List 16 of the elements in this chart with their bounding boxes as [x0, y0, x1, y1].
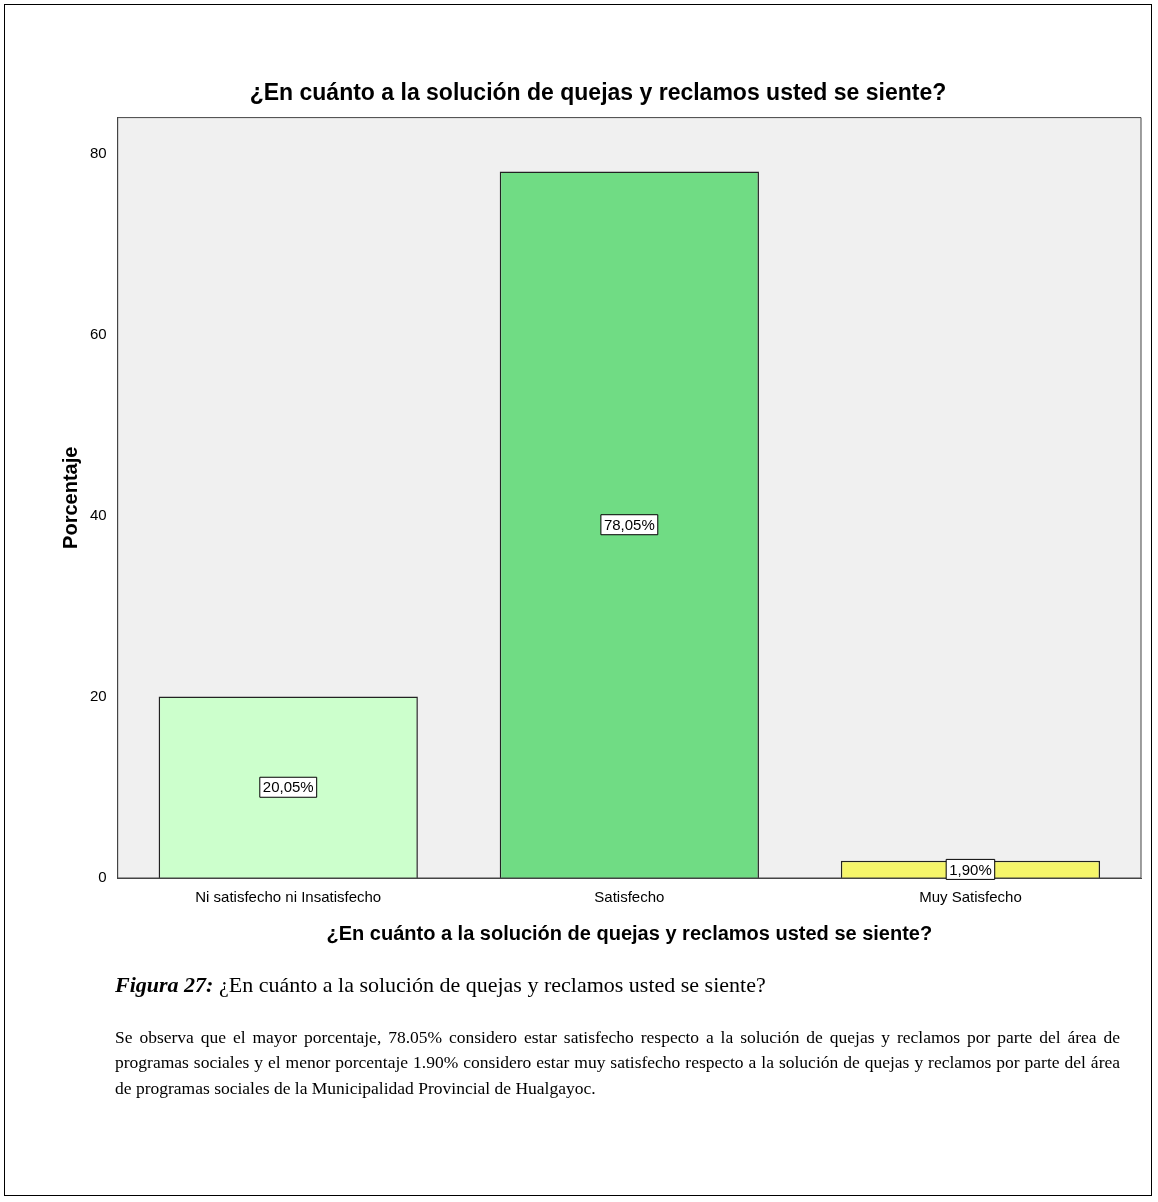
y-axis-title: Porcentaje: [58, 446, 81, 549]
x-tick-label: Satisfecho: [594, 888, 665, 906]
data-label: 78,05%: [603, 515, 655, 533]
y-tick-label: 80: [90, 143, 107, 161]
y-tick-label: 0: [98, 868, 107, 886]
data-label: 1,90%: [949, 860, 992, 878]
y-tick-label: 60: [90, 325, 107, 342]
chart-title: ¿En cuánto a la solución de quejas y reclamos usted se siente?: [249, 79, 947, 106]
x-axis-title: ¿En cuánto a la solución de quejas y reclamos usted se siente?: [326, 921, 933, 944]
text: Figura 27: ¿En cuánto a la solución de quejas y reclamos usted se siente?: [115, 972, 767, 998]
y-tick-label: 40: [90, 506, 107, 524]
x-tick-label: Muy Satisfecho: [919, 888, 1022, 906]
y-tick-label: 20: [90, 687, 107, 705]
x-tick-label: Ni satisfecho ni Insatisfecho: [195, 888, 382, 906]
data-label: 20,05%: [262, 778, 314, 796]
text: Se observa que el mayor porcentaje, 78.05% considero estar satisfecho respecto a la solución de quejas y reclamos por parte del área de programas sociales y el menor porcentaje 1.90% considero estar muy satisfecho respecto a la solución de quejas y reclamos por parte del área de programas sociales de la Municipalidad Provincial de Hualgayoc.: [115, 1026, 1120, 1100]
